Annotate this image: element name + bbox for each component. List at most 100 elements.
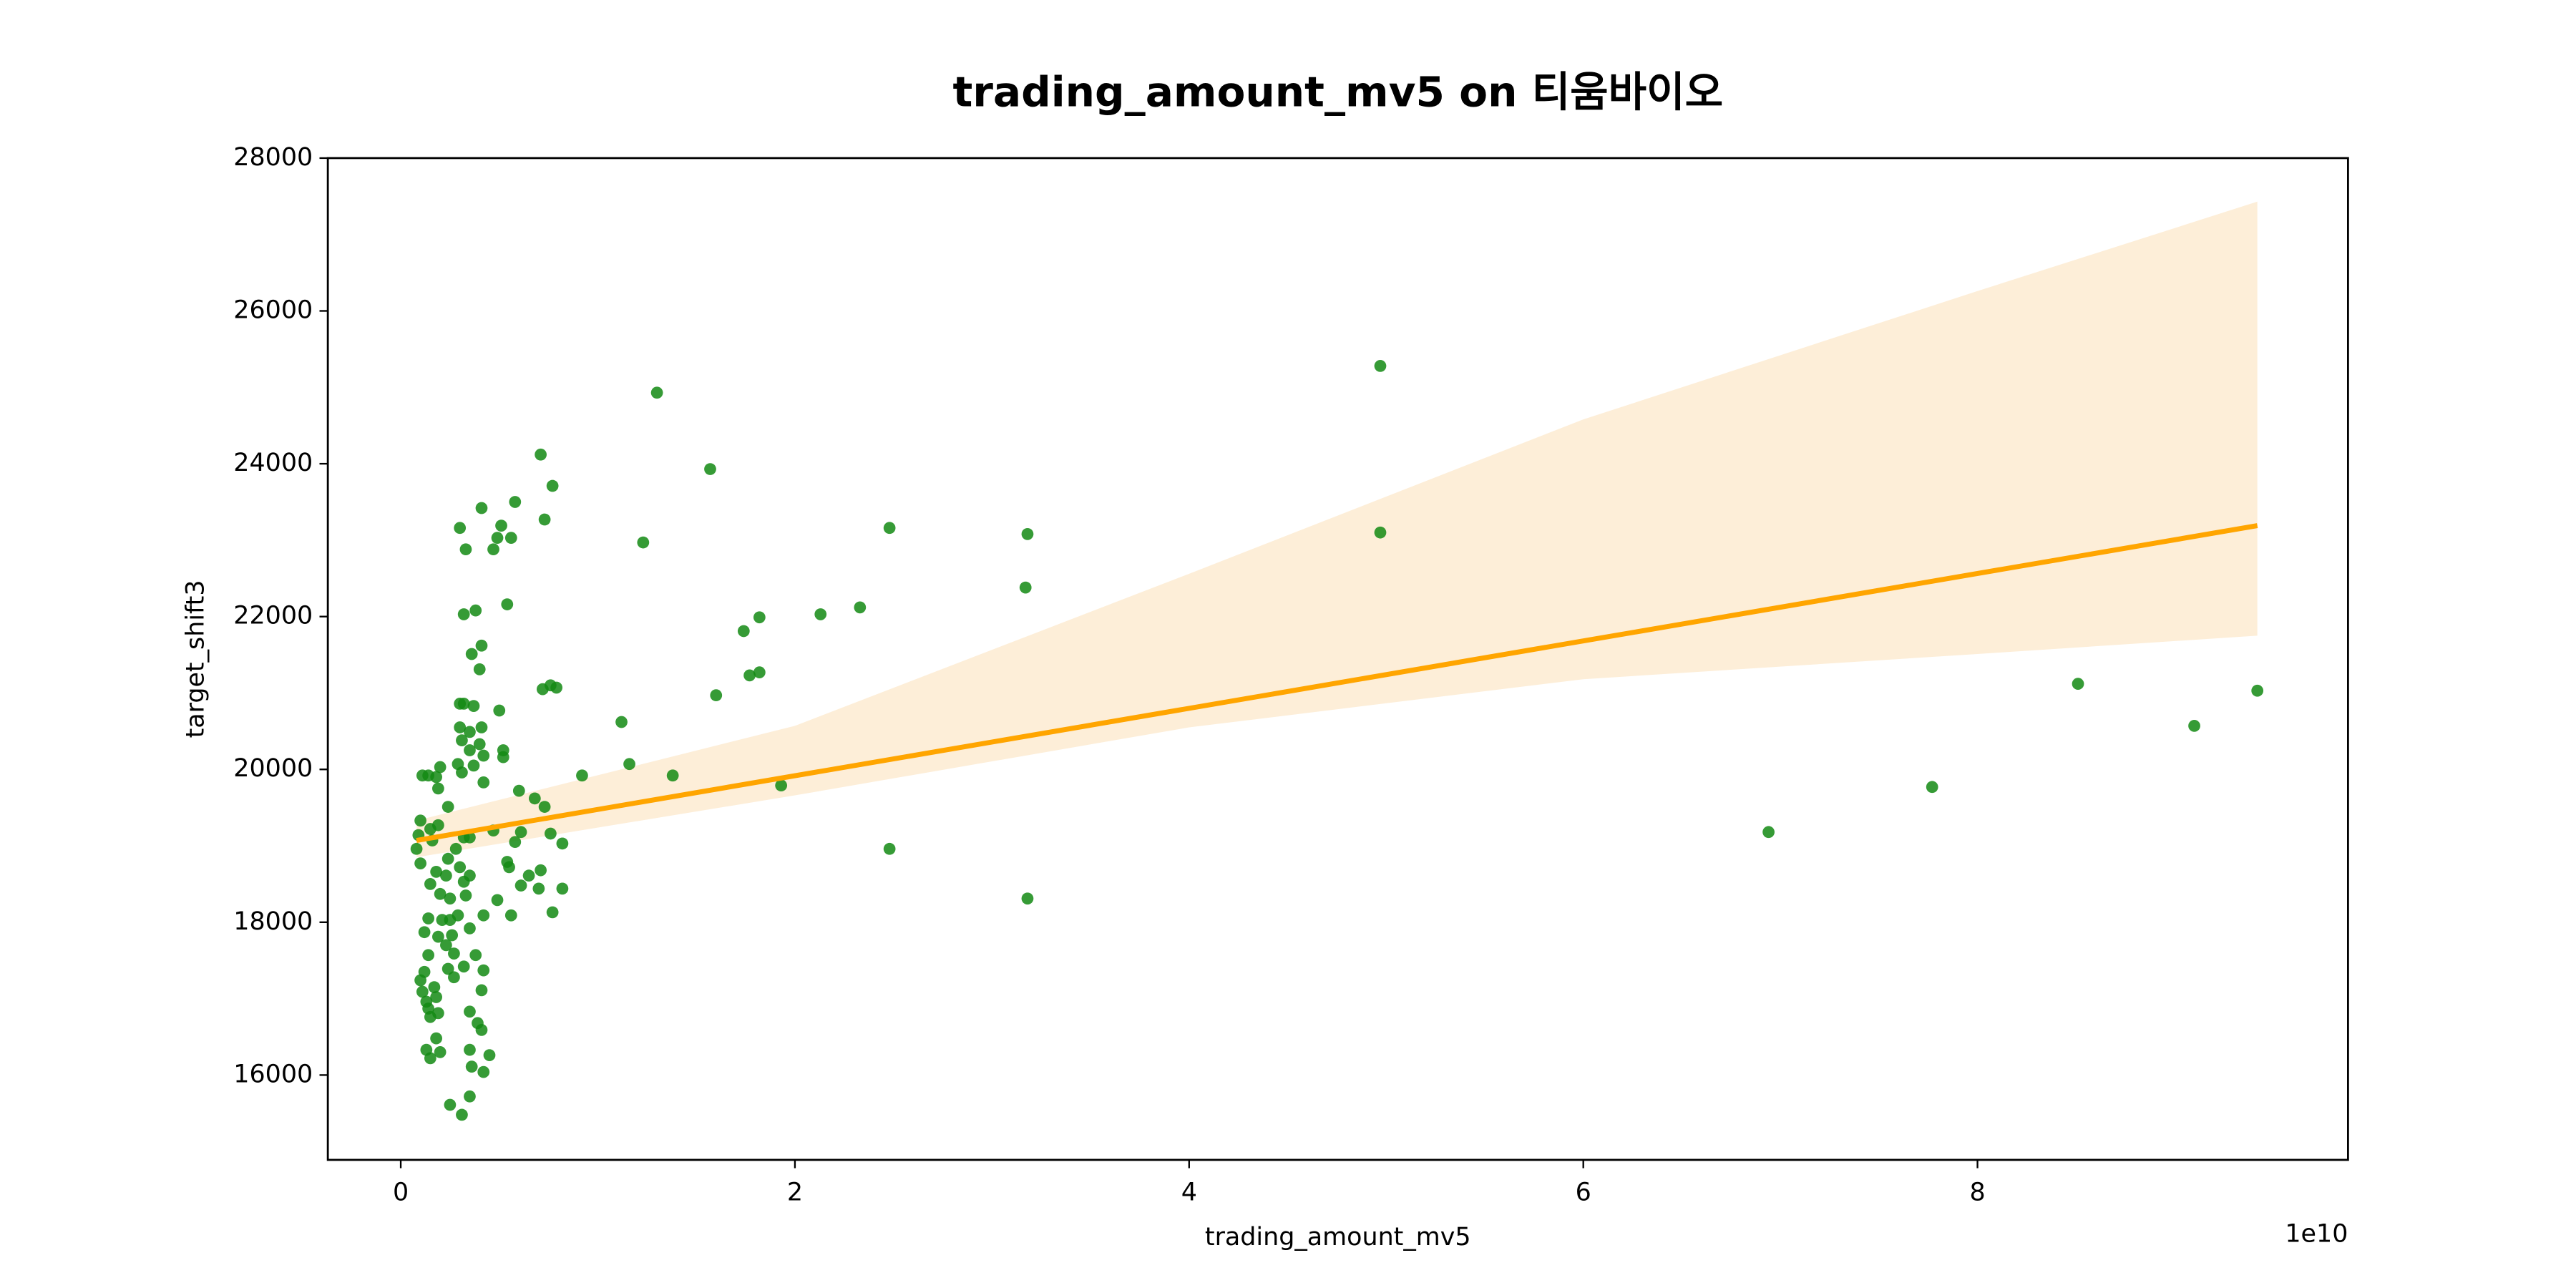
scatter-point <box>1019 581 1032 594</box>
scatter-point <box>493 704 506 717</box>
x-tick-label: 2 <box>787 1178 803 1206</box>
x-axis-label: trading_amount_mv5 <box>1205 1223 1471 1252</box>
scatter-point <box>473 738 486 751</box>
plot-area <box>410 201 2264 1121</box>
scatter-point <box>464 1043 476 1056</box>
scatter-point <box>1021 527 1034 540</box>
scatter-point <box>535 448 547 461</box>
scatter-point <box>414 857 426 869</box>
scatter-point <box>509 836 522 849</box>
scatter-point <box>1374 360 1387 372</box>
scatter-point <box>441 801 454 813</box>
scatter-point <box>1926 781 1938 794</box>
scatter-point <box>477 749 490 762</box>
scatter-point <box>477 1065 490 1078</box>
scatter-point <box>1762 826 1775 839</box>
confidence-band <box>416 201 2258 858</box>
scatter-point <box>483 1049 496 1062</box>
scatter-point <box>449 842 462 855</box>
scatter-point <box>464 1005 476 1018</box>
scatter-point <box>434 887 447 900</box>
y-axis-label: target_shift3 <box>181 580 210 738</box>
x-tick-label: 8 <box>1969 1178 1985 1206</box>
scatter-point <box>475 639 488 652</box>
scatter-point <box>556 837 569 850</box>
scatter-point <box>475 721 488 733</box>
scatter-point <box>2188 719 2200 732</box>
scatter-point <box>475 1024 488 1036</box>
x-offset-label: 1e10 <box>2285 1220 2348 1249</box>
scatter-point <box>546 906 559 919</box>
scatter-point <box>883 522 896 535</box>
scatter-point <box>424 1010 436 1023</box>
scatter-point <box>753 666 766 678</box>
scatter-point <box>430 771 443 784</box>
scatter-point <box>504 909 517 922</box>
y-tick-label: 18000 <box>233 907 313 936</box>
scatter-point <box>424 1052 436 1065</box>
scatter-point <box>457 698 470 710</box>
scatter-point <box>424 878 436 890</box>
scatter-point <box>650 386 663 399</box>
scatter-point <box>710 689 723 702</box>
scatter-point <box>441 852 454 865</box>
scatter-point <box>514 879 527 892</box>
scatter-point <box>464 744 476 756</box>
regression-line <box>416 523 2258 843</box>
scatter-point <box>477 964 490 977</box>
scatter-point <box>532 882 545 895</box>
scatter-point <box>465 1060 478 1073</box>
scatter-point <box>454 721 467 733</box>
scatter-point <box>546 479 559 492</box>
scatter-point <box>854 601 867 614</box>
scatter-point <box>495 519 507 532</box>
scatter-point <box>422 949 434 962</box>
scatter-point <box>550 681 563 694</box>
scatter-point <box>448 947 460 960</box>
scatter-point <box>538 513 551 526</box>
scatter-point <box>464 922 476 935</box>
scatter-point <box>416 985 429 998</box>
scatter-point <box>432 782 444 795</box>
scatter-point <box>424 823 436 835</box>
scatter-point <box>432 930 444 943</box>
scatter-point <box>737 625 750 638</box>
scatter-point <box>556 882 569 895</box>
scatter-point <box>503 861 515 874</box>
scatter-point <box>469 949 482 962</box>
chart-title: trading_amount_mv5 on 티움바이오 <box>952 68 1723 117</box>
scatter-point <box>434 1045 447 1058</box>
scatter-point <box>497 751 509 763</box>
y-tick-label: 26000 <box>233 296 313 325</box>
y-tick-label: 28000 <box>233 143 313 172</box>
scatter-point <box>623 758 635 771</box>
scatter-point <box>457 960 470 973</box>
scatter-point <box>418 926 431 939</box>
scatter-point <box>501 598 514 610</box>
scatter-point <box>430 865 443 878</box>
scatter-point <box>440 939 452 952</box>
scatter-point <box>477 909 490 922</box>
scatter-point <box>545 827 557 840</box>
scatter-point <box>440 869 452 882</box>
axes-frame <box>326 157 2349 1161</box>
scatter-point <box>743 669 756 682</box>
x-tick-label: 6 <box>1576 1178 1591 1206</box>
scatter-point <box>430 991 443 1003</box>
scatter-point <box>475 502 488 514</box>
scatter-point <box>538 801 551 813</box>
scatter-point <box>428 981 441 993</box>
scatter-point <box>469 604 482 617</box>
scatter-point <box>704 463 716 475</box>
scatter-point <box>512 784 525 797</box>
scatter-point <box>487 543 499 556</box>
y-tick-label: 16000 <box>233 1060 313 1088</box>
scatter-point <box>753 611 766 624</box>
x-tick-label: 4 <box>1181 1178 1197 1206</box>
scatter-point <box>467 700 480 712</box>
scatter-point <box>444 892 457 905</box>
scatter-point <box>459 889 472 902</box>
scatter-point <box>467 759 480 772</box>
scatter-point <box>514 826 527 839</box>
